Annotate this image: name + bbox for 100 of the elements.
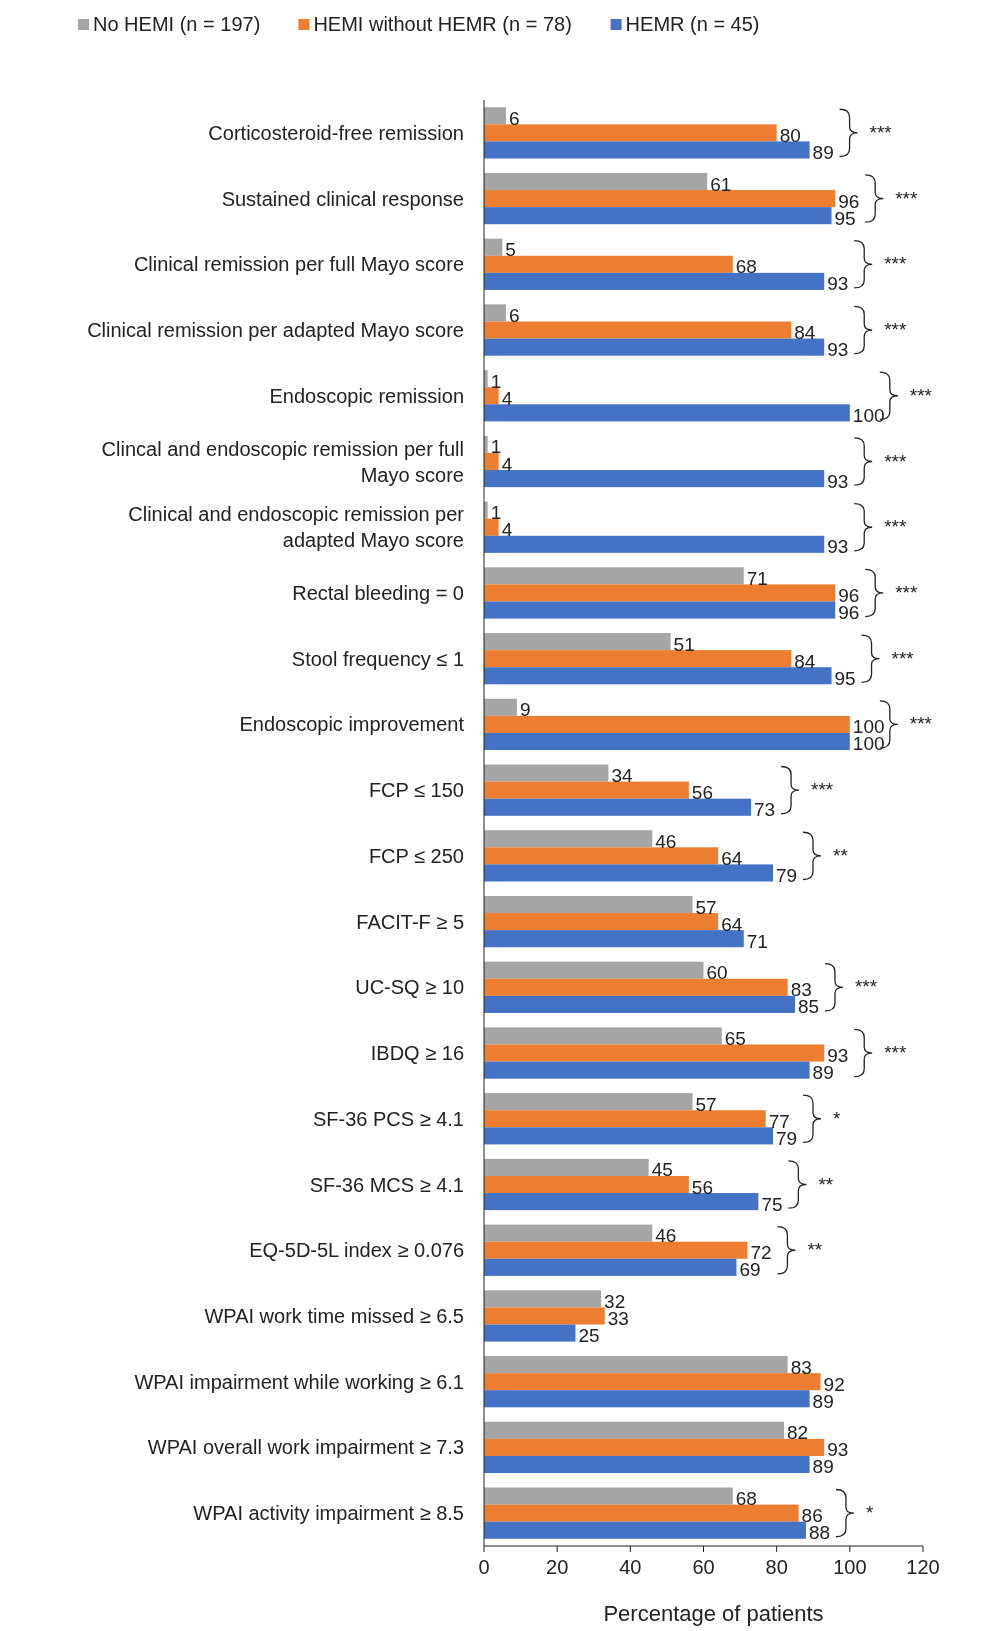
annotation: *** xyxy=(895,581,918,603)
bar xyxy=(484,667,832,685)
bar xyxy=(484,1224,653,1242)
bar xyxy=(484,930,744,948)
bar xyxy=(484,601,836,619)
bar xyxy=(484,978,788,996)
annotation: ** xyxy=(818,1173,834,1195)
y-tick-label: EQ-5D-5L index ≥ 0.076 xyxy=(249,1239,464,1262)
data-label: 75 xyxy=(761,1193,783,1215)
y-tick-label: SF-36 PCS ≥ 4.1 xyxy=(312,1107,464,1130)
data-label: 68 xyxy=(735,1488,757,1510)
x-tick-label: 40 xyxy=(619,1556,642,1578)
data-label: 25 xyxy=(578,1325,600,1347)
bar xyxy=(484,1356,788,1374)
data-label: 93 xyxy=(827,536,849,558)
annotation: *** xyxy=(895,187,918,209)
bar xyxy=(484,141,810,159)
annotation: *** xyxy=(869,121,893,143)
bar xyxy=(484,107,506,125)
data-label: 4 xyxy=(501,519,513,541)
y-tick-label: Clinical and endoscopic remission per adapted Mayo score xyxy=(128,503,465,552)
annotation: *** xyxy=(891,647,915,669)
y-tick-label: FACIT-F ≥ 5 xyxy=(356,910,464,933)
data-label: 46 xyxy=(655,830,677,852)
bar xyxy=(484,1487,733,1505)
y-tick-label: WPAI impairment while working ≥ 6.1 xyxy=(134,1370,464,1393)
y-tick-label: Clinical remission per full Mayo score xyxy=(133,253,464,276)
data-label: 57 xyxy=(695,896,717,918)
bar xyxy=(484,650,792,668)
data-label: 71 xyxy=(746,930,768,952)
bar xyxy=(484,1390,810,1408)
bar xyxy=(484,830,653,848)
data-label: 61 xyxy=(710,173,732,195)
bar xyxy=(484,961,704,979)
data-label: 64 xyxy=(721,913,743,935)
y-tick-label: WPAI work time missed ≥ 6.5 xyxy=(204,1304,464,1327)
bar xyxy=(484,1027,722,1045)
legend-label: HEMR (n = 45) xyxy=(625,13,760,35)
data-label: 1 xyxy=(490,436,502,458)
data-label: 93 xyxy=(827,470,849,492)
bar xyxy=(484,535,825,553)
bar xyxy=(484,1110,766,1128)
legend-label: HEMI without HEMR (n = 78) xyxy=(313,13,572,35)
annotation: *** xyxy=(854,976,878,998)
annotation: *** xyxy=(909,713,933,735)
x-tick-label: 80 xyxy=(765,1556,788,1578)
bar xyxy=(484,1258,737,1276)
y-tick-label: UC-SQ ≥ 10 xyxy=(355,976,464,999)
bar xyxy=(484,255,733,273)
annotation: ** xyxy=(833,844,849,866)
bar xyxy=(484,1307,605,1325)
data-label: 93 xyxy=(827,339,849,361)
annotation: *** xyxy=(884,319,908,341)
bar xyxy=(484,1455,810,1474)
data-label: 83 xyxy=(790,1356,812,1378)
data-label: 1 xyxy=(490,370,502,392)
bar xyxy=(484,864,774,882)
bar xyxy=(484,1421,784,1439)
bar xyxy=(484,1504,799,1522)
data-label: 51 xyxy=(673,633,695,655)
data-label: 56 xyxy=(691,782,714,804)
bar xyxy=(484,1193,759,1211)
data-label: 100 xyxy=(852,404,885,426)
bar xyxy=(484,764,609,782)
annotation: *** xyxy=(811,779,834,801)
bar xyxy=(484,715,850,733)
y-tick-label: WPAI activity impairment ≥ 8.5 xyxy=(193,1502,464,1525)
bar xyxy=(484,567,744,585)
bar xyxy=(484,404,850,422)
y-tick-label: Stool frequency ≤ 1 xyxy=(291,647,464,670)
x-tick-label: 20 xyxy=(546,1556,569,1578)
bar xyxy=(484,1044,825,1062)
bar xyxy=(484,1324,576,1342)
data-label: 5 xyxy=(505,239,516,261)
bar xyxy=(484,698,517,716)
legend-label: No HEMI (n = 197) xyxy=(93,13,261,35)
y-tick-label: Clinical remission per adapted Mayo score xyxy=(87,319,464,342)
data-label: 4 xyxy=(501,387,513,409)
bar xyxy=(484,1373,821,1391)
bar xyxy=(484,338,825,356)
data-label: 84 xyxy=(794,650,816,672)
annotation: *** xyxy=(884,450,908,472)
y-tick-label: Endoscopic improvement xyxy=(239,713,465,736)
y-tick-label: Endoscopic remission xyxy=(269,384,464,407)
data-label: 79 xyxy=(776,864,798,886)
data-label: 60 xyxy=(706,962,728,984)
bar xyxy=(484,798,752,816)
bar xyxy=(484,304,506,322)
y-tick-label: Corticosteroid-free remission xyxy=(208,121,464,144)
data-label: 6 xyxy=(508,304,520,326)
annotation: *** xyxy=(884,516,908,538)
y-tick-label: FCP ≤ 250 xyxy=(368,844,464,867)
bar xyxy=(484,1158,649,1176)
bar xyxy=(484,321,792,339)
annotation: * xyxy=(833,1107,842,1129)
y-tick-label: IBDQ ≥ 16 xyxy=(370,1042,464,1065)
y-tick-label: Rectal bleeding = 0 xyxy=(292,581,464,604)
bar xyxy=(484,732,850,751)
data-label: 93 xyxy=(827,273,849,295)
x-tick-label: 0 xyxy=(478,1556,490,1578)
